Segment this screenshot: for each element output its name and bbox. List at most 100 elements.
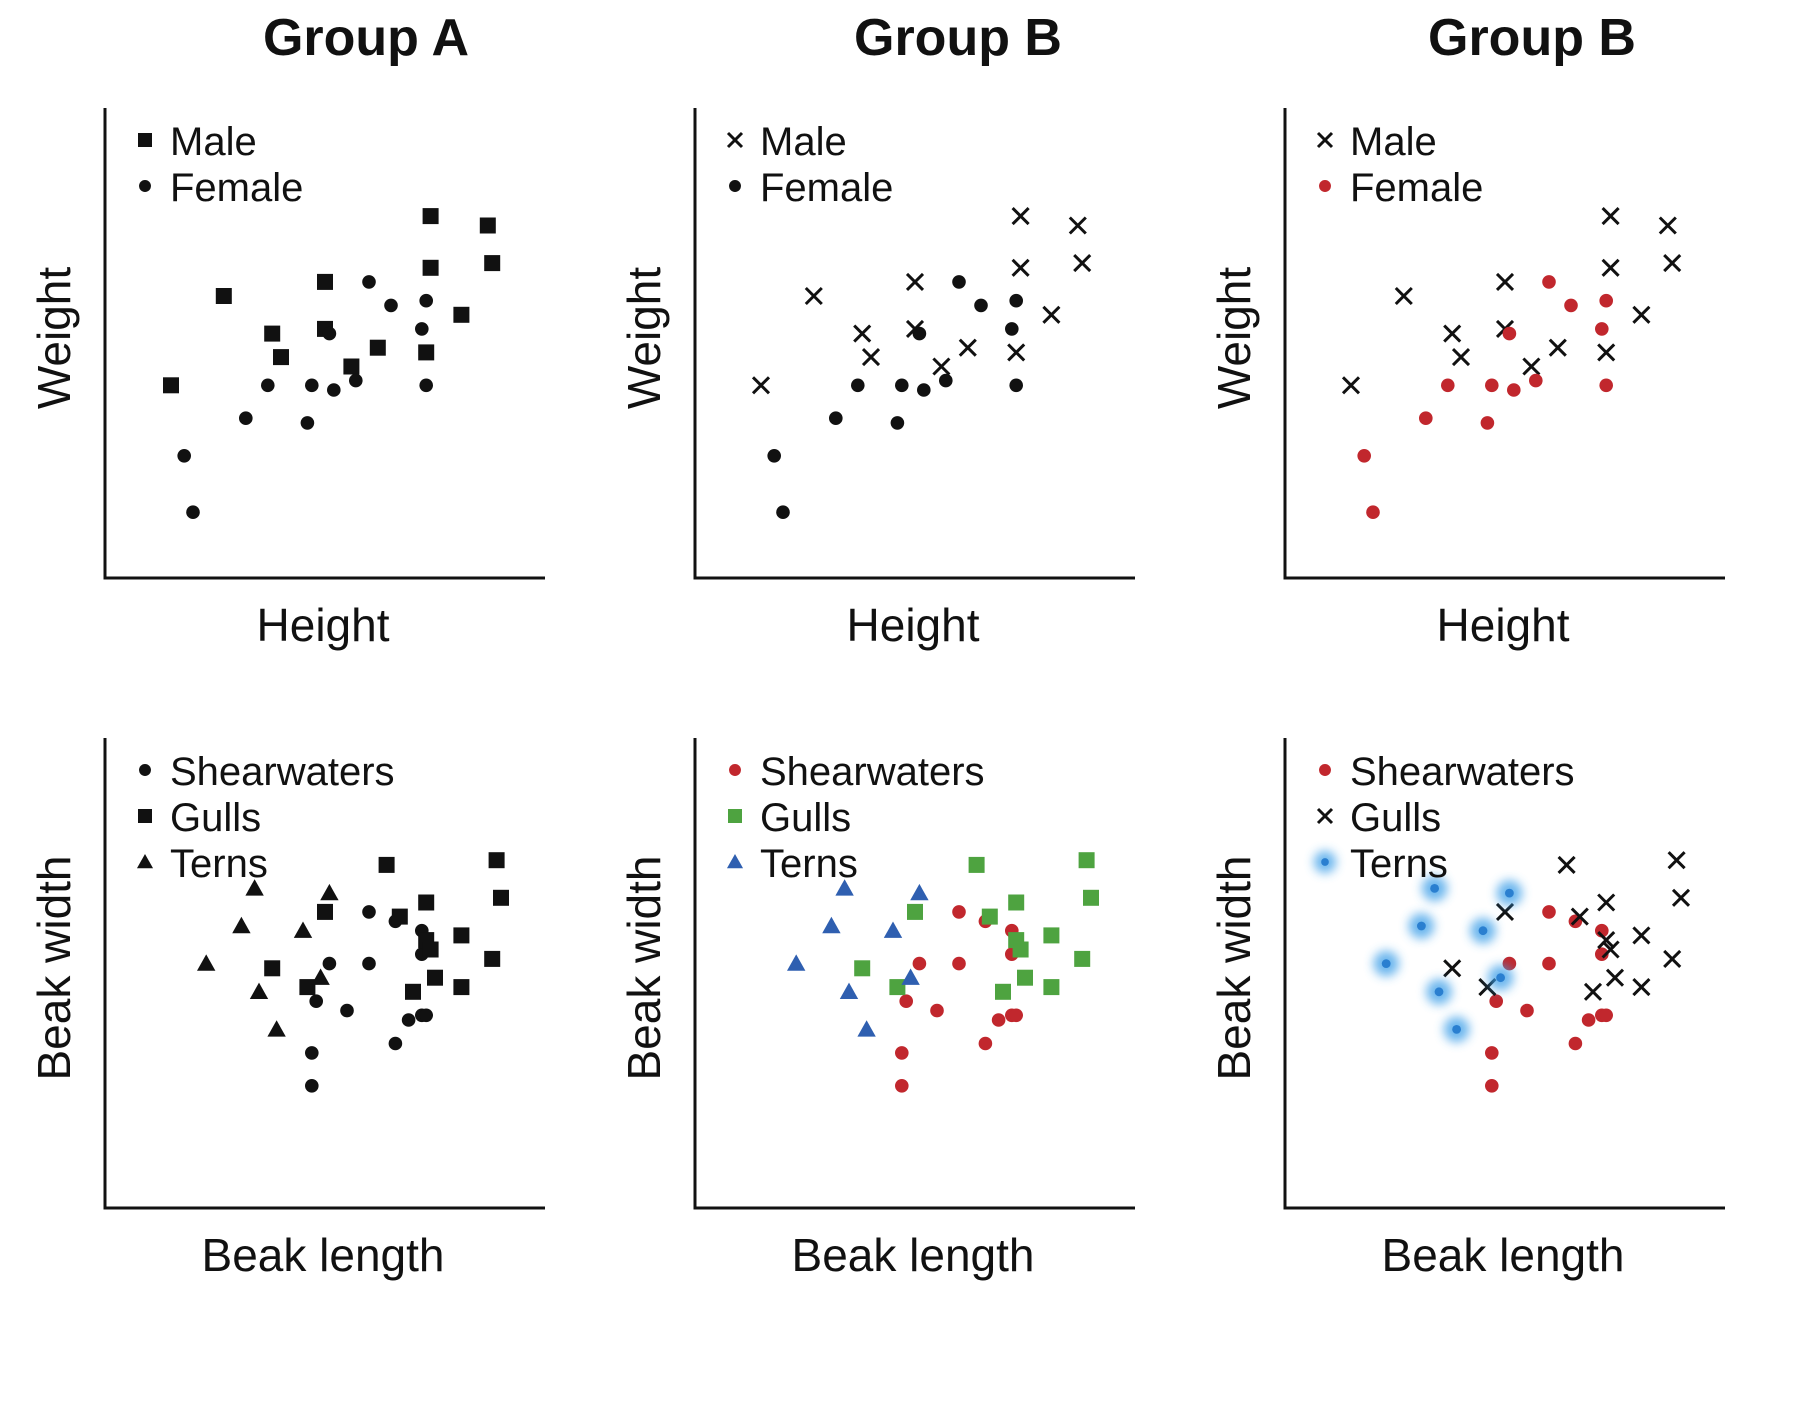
point-female-11 <box>384 298 398 313</box>
point-gulls-4 <box>1557 855 1576 874</box>
point-gulls-8 <box>422 941 439 958</box>
point-terns-7 <box>1487 964 1514 991</box>
series-female <box>177 275 434 519</box>
point-terns-1-core <box>1430 884 1439 893</box>
legend-marker-female <box>729 180 741 192</box>
point-shearwaters-14 <box>1009 1008 1023 1023</box>
point-terns-8 <box>267 1020 286 1037</box>
y-axis-label: Beak width <box>1208 855 1260 1080</box>
point-female-9 <box>1529 373 1543 388</box>
point-female-14 <box>419 378 434 393</box>
point-female-4 <box>261 378 275 393</box>
point-shearwaters-12 <box>895 1079 909 1093</box>
point-male-1 <box>1394 286 1413 306</box>
point-gulls-2 <box>299 979 316 996</box>
point-gulls-13 <box>1074 950 1091 967</box>
point-female-12 <box>1009 293 1023 308</box>
legend-marker-female <box>139 180 151 192</box>
point-shearwaters-1 <box>1489 994 1503 1008</box>
point-terns-4-core <box>1478 926 1488 936</box>
point-male-1 <box>804 286 823 306</box>
point-female-11 <box>1564 298 1578 313</box>
point-terns-6 <box>249 982 269 999</box>
point-terns-7 <box>901 968 920 985</box>
point-gulls-6 <box>1597 893 1616 912</box>
point-shearwaters-3 <box>1542 956 1556 971</box>
point-gulls-14 <box>427 969 443 986</box>
point-shearwaters-2 <box>912 956 927 971</box>
point-shearwaters-8 <box>1485 1046 1499 1060</box>
point-female-6 <box>1485 378 1499 393</box>
point-terns-6-core <box>1434 987 1444 997</box>
legend-label-male: Male <box>1350 120 1437 164</box>
point-terns-7-core <box>1496 973 1505 983</box>
point-female-2 <box>186 505 200 519</box>
point-female-12 <box>419 293 434 308</box>
panel-r2-c2: Beak length Beak width ShearwatersGullsTer… <box>618 738 1135 1281</box>
point-male-10 <box>453 306 470 323</box>
point-shearwaters-4 <box>362 905 376 919</box>
point-male-12 <box>1011 207 1030 226</box>
point-male-11 <box>1007 343 1026 362</box>
point-gulls-3 <box>907 903 923 920</box>
point-female-2 <box>776 505 790 519</box>
series-gulls <box>264 852 509 1000</box>
legend-label-male: Male <box>760 120 847 164</box>
point-male-9 <box>422 259 439 276</box>
y-axis-label: Beak width <box>618 855 670 1080</box>
point-male-14 <box>1663 254 1682 273</box>
point-shearwaters-7 <box>1595 947 1609 961</box>
y-axis-label: Weight <box>1208 267 1260 410</box>
point-male-8 <box>1548 338 1567 357</box>
point-terns-5 <box>1373 950 1399 977</box>
point-gulls-13 <box>484 950 501 967</box>
legend-marker-shearwaters <box>139 764 151 776</box>
axis-lines <box>1283 738 1725 1210</box>
legend-label-gulls: Gulls <box>1350 796 1441 840</box>
point-terns-3 <box>1408 913 1435 939</box>
point-shearwaters-9 <box>340 1003 354 1018</box>
x-axis-label: Beak length <box>792 1229 1035 1281</box>
point-terns-2 <box>910 883 929 901</box>
point-gulls-6 <box>1008 894 1025 911</box>
point-female-3 <box>829 411 843 426</box>
point-male-4 <box>317 273 333 290</box>
point-male-4 <box>905 272 925 291</box>
point-female-13 <box>1595 322 1609 336</box>
point-gulls-9 <box>453 927 470 944</box>
point-terns-8-core <box>1452 1025 1461 1034</box>
point-terns-3 <box>822 916 841 934</box>
point-terns-8 <box>1443 1016 1470 1043</box>
point-terns-5-core <box>1381 959 1391 968</box>
point-gulls-13 <box>1663 949 1682 968</box>
point-male-13 <box>479 217 496 234</box>
y-axis-label: Beak width <box>28 855 80 1080</box>
point-female-7 <box>912 326 927 341</box>
point-gulls-5 <box>981 908 998 925</box>
x-axis-label: Height <box>1437 599 1570 651</box>
panel-r2-c1: Beak length Beak width ShearwatersGullsTer… <box>28 738 545 1281</box>
point-terns-5 <box>197 954 216 971</box>
point-gulls-2 <box>889 979 906 996</box>
legend-marker-terns-core <box>1321 858 1329 866</box>
point-shearwaters-14 <box>1599 1008 1613 1023</box>
point-shearwaters-13 <box>388 1036 403 1051</box>
point-terns-1 <box>1421 875 1448 902</box>
point-male-11 <box>1597 343 1616 362</box>
point-gulls-11 <box>1667 851 1686 870</box>
point-shearwaters-9 <box>1520 1003 1534 1018</box>
point-terns-8 <box>857 1020 876 1037</box>
point-shearwaters-8 <box>305 1046 319 1060</box>
point-male-14 <box>1073 254 1092 273</box>
x-axis-label: Beak length <box>202 1229 445 1281</box>
point-shearwaters-10 <box>1581 1013 1596 1027</box>
series-shearwaters <box>1485 905 1613 1093</box>
point-male-2 <box>163 377 179 394</box>
